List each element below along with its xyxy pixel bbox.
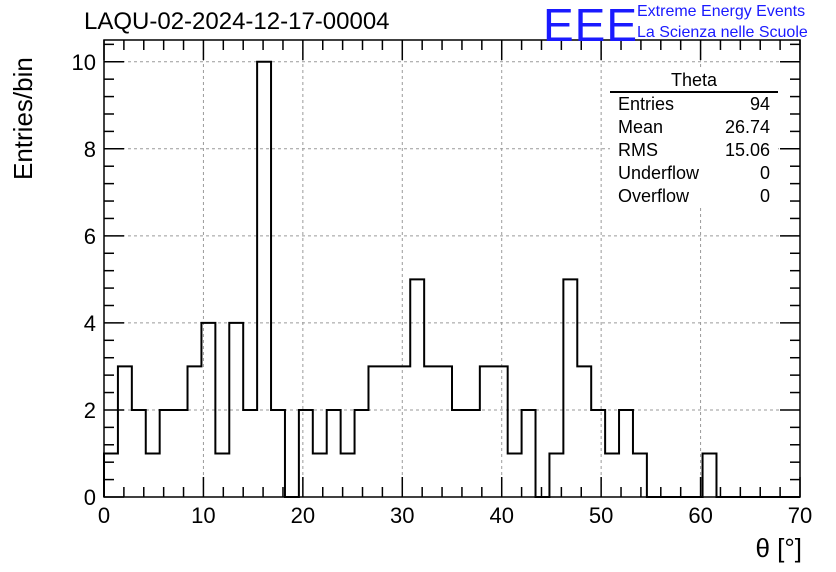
x-tick-label: 70	[788, 503, 812, 528]
y-tick-label: 4	[84, 311, 96, 336]
x-tick-label: 10	[191, 503, 215, 528]
histogram-bin	[299, 410, 313, 497]
histogram-bin	[355, 410, 369, 497]
plot-frame-rect	[103, 39, 801, 498]
histogram-bin	[410, 279, 424, 497]
histogram-bin	[243, 410, 257, 497]
histogram-bin	[174, 410, 188, 497]
stats-label: Overflow	[618, 186, 690, 206]
logo-caption-line2: La Scienza nelle Scuole	[637, 24, 808, 41]
histogram-bin	[160, 410, 174, 497]
stats-title: Theta	[610, 70, 778, 93]
histogram-bin	[452, 410, 466, 497]
histogram-bin	[591, 410, 605, 497]
histogram-bars	[103, 60, 800, 498]
x-tick-label: 20	[291, 503, 315, 528]
histogram-bin	[508, 453, 522, 497]
histogram-bin	[619, 410, 633, 497]
stats-label: RMS	[618, 140, 658, 160]
x-tick-label: 30	[390, 503, 414, 528]
x-tick-label: 40	[489, 503, 513, 528]
y-tick-label: 0	[84, 485, 96, 510]
logo-caption-line1: Extreme Energy Events	[637, 3, 806, 20]
histogram-bin	[522, 410, 536, 497]
chart-title: LAQU-02-2024-12-17-00004	[84, 8, 390, 35]
histogram-bin	[327, 410, 341, 497]
histogram-bin	[146, 453, 160, 497]
histogram-bin	[494, 366, 508, 497]
y-tick-label: 2	[84, 398, 96, 423]
x-tick-label: 50	[589, 503, 613, 528]
histogram-bin	[271, 410, 285, 497]
y-tick-label: 8	[84, 137, 96, 162]
y-axis-label: Entries/bin	[8, 57, 38, 180]
histogram-bin	[132, 410, 146, 497]
x-tick-label: 60	[688, 503, 712, 528]
stats-label: Entries	[618, 94, 675, 114]
histogram-bin	[480, 366, 494, 497]
stats-row-rms: RMS 15.06	[610, 139, 778, 162]
histogram-bin	[104, 453, 118, 497]
stats-value: 0	[759, 163, 770, 183]
axis-ticks	[103, 40, 801, 498]
stats-box: Theta Entries 94 Mean 26.74 RMS 15.06 Underflo…	[610, 70, 778, 208]
stats-label: Mean	[618, 117, 664, 137]
histogram-bin	[703, 453, 717, 497]
histogram-bin	[577, 366, 591, 497]
stats-value: 0	[759, 186, 770, 206]
histogram-bin	[257, 62, 271, 497]
histogram-bin	[466, 410, 480, 497]
histogram-outline	[103, 60, 800, 498]
histogram-bin	[313, 453, 327, 497]
histogram-bin	[605, 453, 619, 497]
stats-row-overflow: Overflow 0	[610, 185, 778, 208]
histogram-bin	[382, 366, 396, 497]
histogram-bin	[118, 366, 132, 497]
histogram-bin	[424, 366, 438, 497]
eee-logo: EEE	[543, 0, 639, 51]
stats-label: Underflow	[618, 163, 700, 183]
x-tick-label: 0	[98, 503, 110, 528]
x-axis-label: θ [°]	[755, 533, 802, 563]
histogram-bin	[215, 453, 229, 497]
stats-rows: Entries 94 Mean 26.74 RMS 15.06 Underflow 0 Over…	[610, 93, 778, 208]
histogram-bin	[563, 279, 577, 497]
stats-value: 15.06	[724, 140, 770, 160]
histogram-bin	[188, 366, 202, 497]
plot-frame	[103, 39, 801, 498]
stats-row-mean: Mean 26.74	[610, 116, 778, 139]
stats-row-entries: Entries 94	[610, 93, 778, 116]
histogram-bin	[396, 366, 410, 497]
stats-row-underflow: Underflow 0	[610, 162, 778, 185]
tick-labels: 0 10 20 30 40 50 60 70 0 2 4 6 8 10	[72, 50, 813, 528]
histogram-bin	[438, 366, 452, 497]
stats-value: 26.74	[724, 117, 770, 137]
histogram-bin	[368, 366, 382, 497]
y-tick-label: 10	[72, 50, 96, 75]
stats-value: 94	[749, 94, 770, 114]
histogram-bin	[633, 453, 647, 497]
y-tick-label: 6	[84, 224, 96, 249]
